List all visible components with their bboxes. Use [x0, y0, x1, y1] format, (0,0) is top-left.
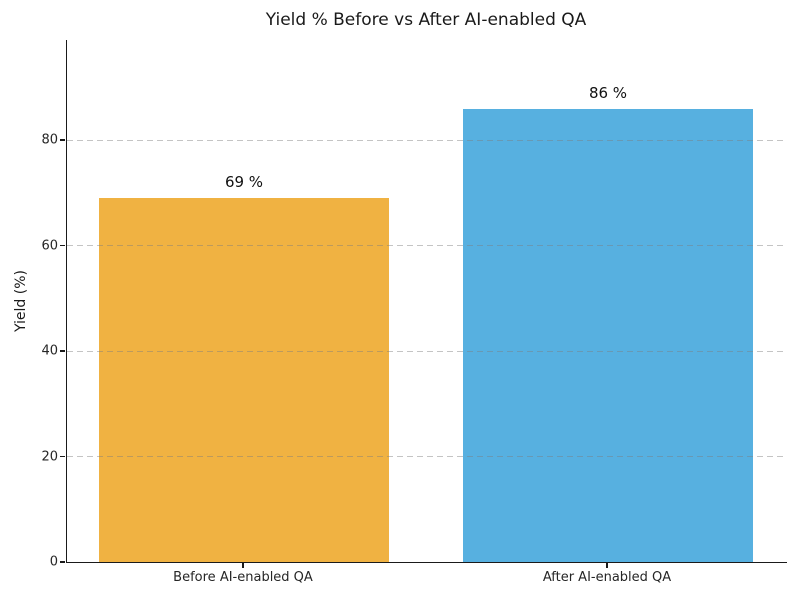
y-tick-mark — [60, 350, 65, 352]
y-axis-label: Yield (%) — [13, 269, 29, 333]
x-axis-category-label: After AI-enabled QA — [542, 570, 672, 585]
y-tick-mark — [60, 455, 65, 458]
y-tick-mark — [60, 561, 65, 563]
y-tick-mark — [60, 139, 65, 141]
y-tick-label: 80 — [41, 132, 58, 148]
plot-area: 69 % 86 % — [66, 40, 787, 563]
y-tick-label: 60 — [41, 238, 58, 254]
x-tick-mark — [606, 563, 608, 568]
y-tick-label: 20 — [41, 449, 58, 465]
x-axis-category-label: Before AI-enabled QA — [173, 570, 313, 585]
x-tick-mark — [242, 563, 244, 568]
gridline-y-60 — [67, 245, 787, 247]
bar-after-qa — [463, 108, 753, 562]
bar-before-qa — [99, 198, 389, 562]
chart-title: Yield % Before vs After AI-enabled QA — [265, 10, 587, 30]
gridline-y-20 — [67, 456, 787, 458]
bar-value-label: 86 % — [588, 83, 628, 102]
y-tick-label: 40 — [41, 343, 58, 359]
gridline-y-80 — [67, 139, 787, 141]
bar-value-label: 69 % — [224, 173, 264, 192]
y-tick-mark — [60, 244, 65, 247]
gridline-y-40 — [67, 350, 787, 352]
y-tick-label: 0 — [49, 554, 58, 570]
